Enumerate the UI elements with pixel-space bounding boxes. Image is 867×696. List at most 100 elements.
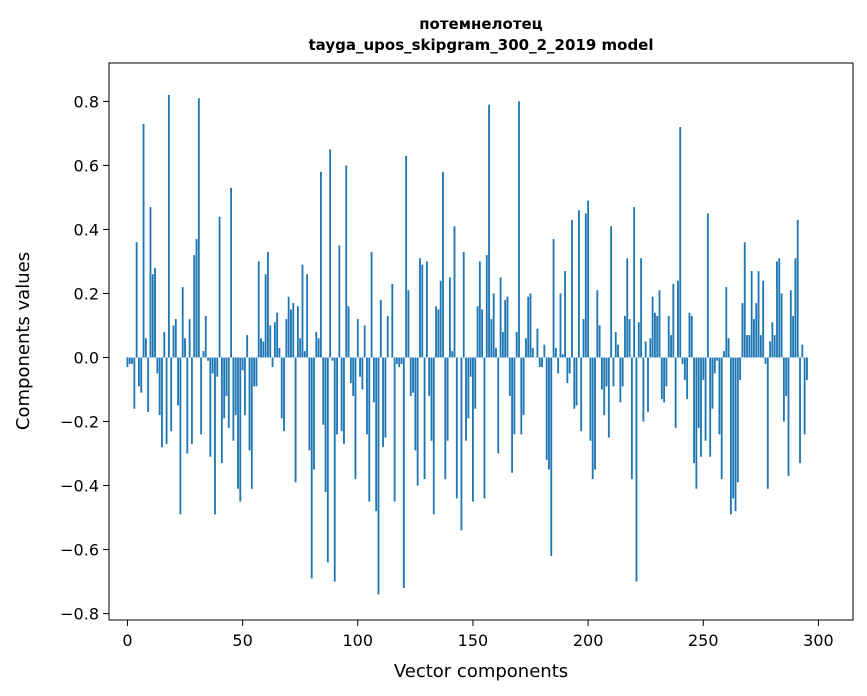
bar [366, 357, 368, 435]
bar [292, 303, 295, 358]
bar [354, 357, 357, 480]
bar [149, 207, 152, 358]
bar [789, 290, 792, 358]
bar [184, 338, 186, 358]
bar [250, 357, 253, 489]
bar [442, 171, 444, 358]
bar [310, 357, 313, 579]
bar [474, 357, 477, 409]
bar [796, 219, 799, 358]
bar [460, 357, 463, 531]
bar [630, 357, 633, 480]
bar [412, 357, 414, 393]
bar [582, 319, 585, 358]
bar [525, 338, 527, 358]
bar [352, 357, 355, 396]
bar [776, 261, 778, 358]
bar [573, 357, 576, 409]
bar [672, 283, 675, 358]
bar [787, 357, 790, 476]
bar [264, 274, 267, 358]
bar [306, 274, 309, 358]
y-tick-label: 0.8 [74, 92, 99, 111]
bar [702, 357, 705, 380]
bar [651, 296, 654, 358]
bar [543, 344, 546, 358]
bar [414, 357, 417, 451]
bar [794, 258, 797, 358]
bar [667, 315, 670, 358]
bar [165, 357, 168, 444]
bar [679, 127, 682, 358]
bar [621, 357, 624, 387]
y-tick-label: −0.4 [60, 477, 99, 496]
bar [128, 357, 131, 364]
bar [253, 357, 256, 387]
bar [575, 357, 578, 406]
bar [577, 210, 580, 358]
bar [619, 357, 622, 403]
bar [497, 357, 500, 454]
bar [156, 357, 159, 374]
bar [603, 357, 606, 416]
bar [642, 357, 645, 422]
bar [294, 357, 297, 483]
bar [147, 357, 150, 412]
bar [478, 261, 481, 358]
bar [398, 357, 401, 368]
bar [681, 357, 684, 364]
bar [564, 271, 566, 358]
bar [197, 98, 200, 358]
bar [718, 357, 721, 435]
bars-group [126, 95, 808, 595]
bar [126, 357, 129, 368]
bar [439, 280, 442, 358]
bar [400, 357, 403, 364]
bar [402, 357, 405, 588]
bar [211, 357, 214, 374]
bar [559, 293, 562, 358]
bar [690, 315, 693, 358]
bar [154, 267, 156, 358]
bar [138, 357, 140, 387]
bar [750, 271, 753, 358]
bar [322, 357, 325, 425]
bar [234, 357, 237, 416]
bar [186, 357, 189, 454]
bar [499, 277, 502, 358]
bar [688, 312, 691, 358]
plot-area-frame [108, 62, 854, 621]
bar [331, 357, 334, 361]
bar [167, 95, 170, 358]
bar [195, 239, 198, 358]
bar [769, 341, 771, 358]
bar [135, 242, 138, 358]
bar [753, 319, 755, 358]
bar [759, 335, 762, 358]
bar [485, 255, 488, 358]
bar [601, 357, 603, 390]
y-tick-label: 0.4 [74, 220, 99, 239]
x-tick-label: 200 [573, 631, 604, 650]
bar [317, 338, 320, 358]
bar [370, 251, 373, 358]
bar [227, 357, 230, 428]
bar [741, 303, 744, 358]
bar [340, 357, 343, 432]
bar [739, 357, 742, 380]
bar [476, 306, 479, 358]
bar [670, 335, 672, 358]
bar [771, 322, 774, 358]
bar [764, 357, 767, 364]
bar [248, 357, 251, 451]
bar [177, 357, 180, 406]
bar [409, 357, 412, 396]
bar [207, 357, 209, 361]
bar [455, 357, 458, 499]
bar [423, 357, 426, 480]
bar [617, 344, 619, 358]
bar [453, 226, 456, 358]
bar [488, 104, 490, 358]
bar [633, 207, 636, 358]
